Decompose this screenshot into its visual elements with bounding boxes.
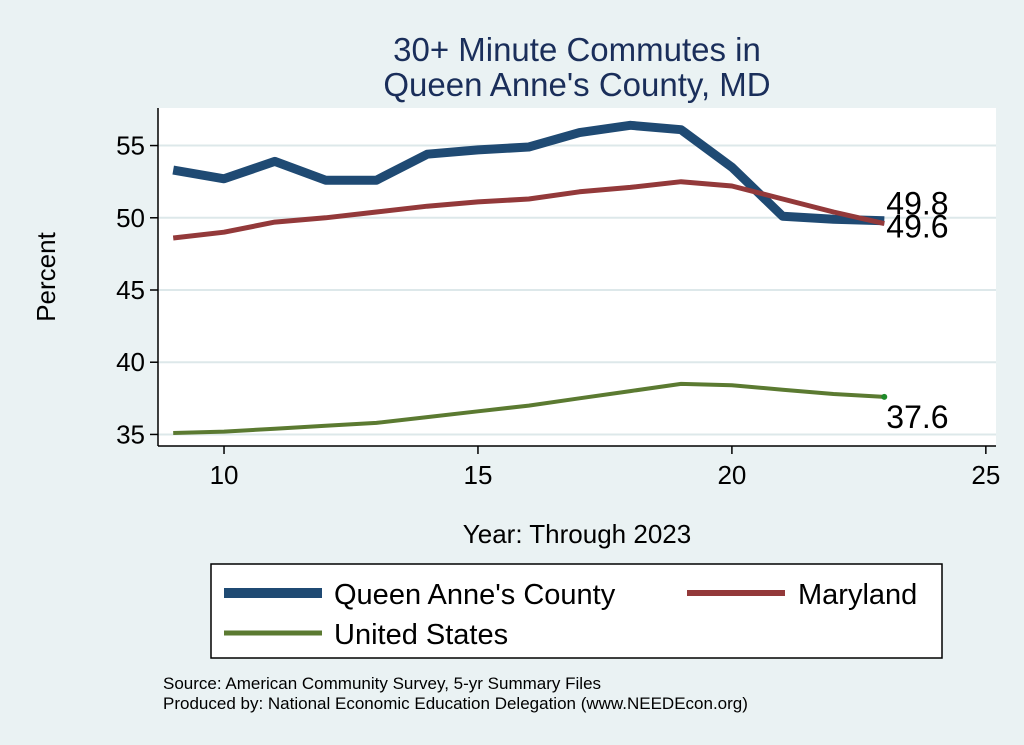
series-line-queen-annes — [172, 120, 885, 226]
end-labels: 49.849.6 37.6 — [881, 186, 949, 435]
x-axis-label: Year: Through 2023 — [463, 519, 691, 549]
end-label-united-states: 37.6 — [886, 399, 948, 435]
source-note: Source: American Community Survey, 5-yr … — [163, 674, 601, 693]
legend-box — [210, 563, 943, 659]
axes — [150, 108, 996, 454]
legend-label-maryland: Maryland — [798, 579, 917, 611]
legend: Queen Anne's County Maryland United Stat… — [210, 563, 943, 659]
y-tick-label-35: 35 — [116, 419, 145, 449]
end-label-maryland: 49.6 — [886, 209, 948, 245]
chart-title-line-2: Queen Anne's County, MD — [383, 66, 770, 103]
y-tick-label-45: 45 — [116, 275, 145, 305]
plot-background — [158, 108, 996, 446]
x-tick-label-25: 25 — [971, 460, 1000, 490]
end-label-queen-annes: 49.8 — [886, 186, 948, 222]
producer-note: Produced by: National Economic Education… — [163, 694, 748, 713]
legend-label-united-states: United States — [334, 619, 508, 651]
series-line-united-states — [173, 381, 885, 435]
y-tick-label-55: 55 — [116, 131, 145, 161]
x-tick-label-10: 10 — [210, 460, 239, 490]
tick-labels: 35 40 45 50 55 10 15 20 25 — [116, 131, 1000, 490]
series-lines — [172, 120, 885, 435]
y-axis-label: Percent — [31, 231, 61, 321]
y-tick-label-50: 50 — [116, 203, 145, 233]
x-tick-label-15: 15 — [464, 460, 493, 490]
y-tick-label-40: 40 — [116, 347, 145, 377]
series-line-maryland — [172, 179, 885, 241]
x-tick-label-20: 20 — [717, 460, 746, 490]
legend-label-queen-annes: Queen Anne's County — [334, 579, 616, 611]
chart-title-line-1: 30+ Minute Commutes in — [393, 31, 761, 68]
end-marker-united-states — [881, 393, 888, 400]
